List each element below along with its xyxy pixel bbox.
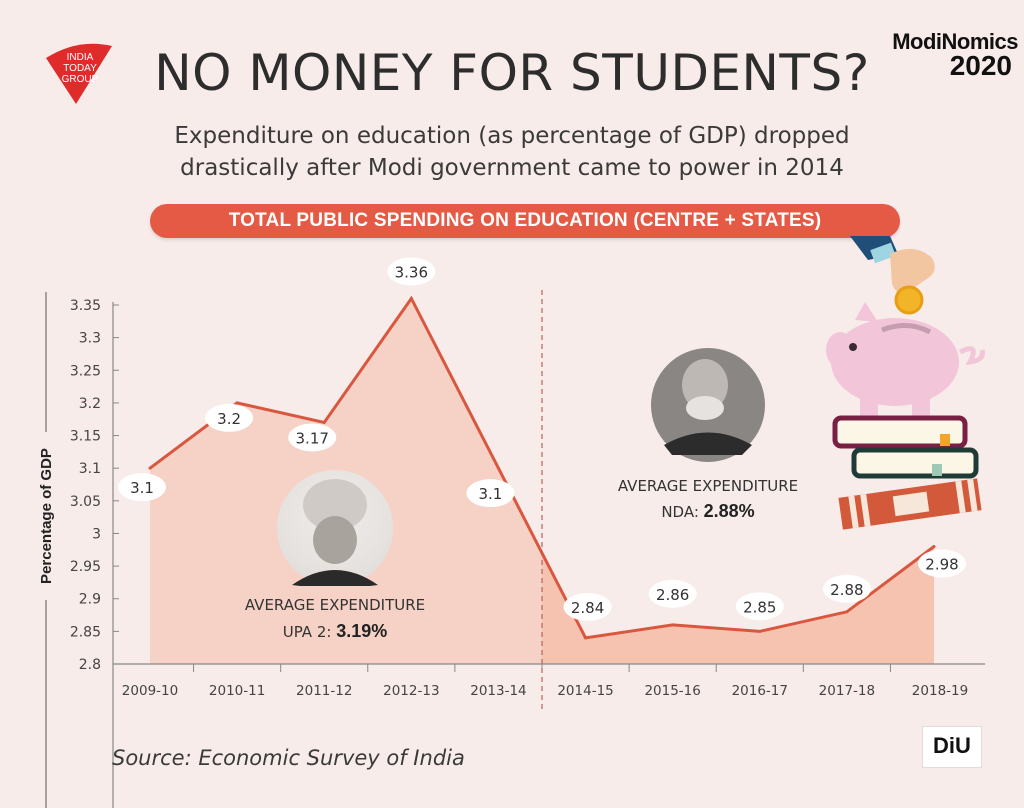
data-label-bubble bbox=[822, 574, 871, 603]
annotation-layer: AVERAGE EXPENDITURE UPA 2: 3.19% AVERAGE… bbox=[245, 348, 798, 641]
line-layer bbox=[148, 295, 936, 640]
y-tick-label: 3.25 bbox=[70, 363, 101, 379]
x-tick-label: 2013-14 bbox=[470, 683, 526, 699]
axes-layer: Percentage of GDP 2.8 2.85 2.9 2.95 3 3.05 3.1 3… bbox=[38, 290, 985, 808]
data-point bbox=[409, 296, 413, 300]
data-label-text: 2.88 bbox=[830, 581, 863, 599]
y-tick-label: 3.1 bbox=[79, 461, 101, 477]
diu-badge-text: DiU bbox=[933, 733, 971, 758]
x-tick-label: 2010-11 bbox=[209, 683, 265, 699]
area-nda-period bbox=[542, 546, 934, 664]
y-tick-label: 3.35 bbox=[70, 298, 101, 314]
data-label-text: 3.17 bbox=[296, 429, 329, 447]
face-icon bbox=[682, 359, 728, 411]
data-label: 2.88 bbox=[822, 574, 871, 603]
modinomics-brand: ModiNomics 2020 bbox=[858, 29, 1018, 81]
nda-value: 2.88% bbox=[704, 501, 755, 521]
x-tick-label: 2015-16 bbox=[644, 683, 700, 699]
data-label-bubble bbox=[648, 579, 697, 608]
x-tick-label: 2018-19 bbox=[912, 683, 968, 699]
data-label-text: 2.86 bbox=[656, 586, 689, 604]
data-label-bubble bbox=[205, 403, 254, 432]
data-label-text: 3.1 bbox=[479, 485, 503, 503]
data-label-text: 2.85 bbox=[743, 598, 776, 616]
y-tick-label: 3.3 bbox=[79, 331, 101, 347]
data-label: 2.84 bbox=[563, 592, 612, 621]
y-tick-label: 2.85 bbox=[70, 624, 101, 640]
data-label-bubble bbox=[387, 257, 436, 286]
upa-value: 3.19% bbox=[336, 621, 387, 641]
subtitle: Expenditure on education (as percentage … bbox=[0, 120, 1024, 184]
data-label: 3.36 bbox=[387, 257, 436, 286]
brand-line-1: ModiNomics bbox=[892, 29, 1018, 54]
data-point bbox=[148, 466, 152, 470]
y-tick-label: 2.9 bbox=[79, 592, 101, 608]
logo-text-2: TODAY bbox=[63, 63, 97, 74]
nda-annotation-label: AVERAGE EXPENDITURE bbox=[618, 477, 798, 495]
subtitle-line-2: drastically after Modi government came t… bbox=[180, 155, 844, 181]
data-label-text: 3.36 bbox=[395, 263, 428, 281]
data-label-bubble bbox=[735, 592, 784, 621]
data-point bbox=[496, 466, 500, 470]
data-label-bubble bbox=[466, 479, 515, 508]
x-tick-label: 2011-12 bbox=[296, 683, 352, 699]
brand-line-2: 2020 bbox=[949, 50, 1012, 81]
data-label: 2.98 bbox=[918, 549, 966, 578]
data-label-text: 3.2 bbox=[217, 410, 241, 428]
logo-text-3: GROUP bbox=[62, 74, 99, 85]
y-tick-label: 3.2 bbox=[79, 396, 101, 412]
upa-annotation-value: UPA 2: 3.19% bbox=[283, 621, 388, 641]
x-tick-label: 2014-15 bbox=[557, 683, 613, 699]
india-today-group-logo: INDIA TODAY GROUP bbox=[46, 43, 112, 104]
nda-prefix: NDA: bbox=[661, 503, 703, 521]
data-point bbox=[932, 545, 936, 549]
y-tick-label: 3.15 bbox=[70, 429, 101, 445]
data-label: 2.86 bbox=[648, 579, 697, 608]
data-point bbox=[758, 629, 762, 633]
data-label: 3.1 bbox=[118, 473, 166, 502]
piggy-bank-books-icon bbox=[826, 236, 985, 530]
data-label-bubble bbox=[918, 549, 966, 578]
data-label-bubble bbox=[118, 473, 166, 502]
data-label: 2.85 bbox=[735, 592, 784, 621]
y-tick-label: 3 bbox=[92, 526, 101, 542]
data-label-text: 2.84 bbox=[571, 599, 604, 617]
data-label-bubble bbox=[288, 423, 337, 452]
data-point bbox=[671, 623, 675, 627]
chart-title-banner: TOTAL PUBLIC SPENDING ON EDUCATION (CENT… bbox=[150, 204, 900, 238]
data-point bbox=[322, 420, 326, 424]
page-title: NO MONEY FOR STUDENTS? bbox=[154, 44, 870, 102]
data-label: 3.2 bbox=[205, 403, 254, 432]
data-label-bubble bbox=[563, 592, 612, 621]
turban-icon bbox=[303, 479, 367, 531]
diu-badge: DiU bbox=[922, 726, 982, 768]
y-tick-label: 3.05 bbox=[70, 494, 101, 510]
data-label-text: 3.1 bbox=[130, 479, 154, 497]
data-label: 3.17 bbox=[288, 423, 337, 452]
logo-text-1: INDIA bbox=[67, 52, 94, 63]
x-tick-label: 2017-18 bbox=[819, 683, 875, 699]
x-tick-label: 2012-13 bbox=[383, 683, 439, 699]
series-line bbox=[149, 295, 935, 640]
y-axis-title: Percentage of GDP bbox=[38, 448, 55, 584]
data-label-layer: 3.1 3.2 3.17 3.36 3.1 2.84 2.86 2.85 2.88 2.98 bbox=[118, 257, 966, 621]
nda-portrait bbox=[651, 348, 765, 462]
data-point bbox=[845, 610, 849, 614]
data-point bbox=[584, 636, 588, 640]
data-point bbox=[235, 401, 239, 405]
y-tick-label: 2.8 bbox=[79, 657, 101, 673]
subtitle-line-1: Expenditure on education (as percentage … bbox=[174, 123, 850, 149]
x-tick-label: 2009-10 bbox=[122, 683, 178, 699]
face-icon bbox=[313, 516, 357, 564]
y-tick-label: 2.95 bbox=[70, 559, 101, 575]
upa-prefix: UPA 2: bbox=[283, 623, 336, 641]
source-note: Source: Economic Survey of India bbox=[112, 746, 465, 770]
nda-annotation-value: NDA: 2.88% bbox=[661, 501, 754, 521]
data-label: 3.1 bbox=[466, 479, 515, 508]
data-label-text: 2.98 bbox=[925, 556, 958, 574]
x-tick-label: 2016-17 bbox=[732, 683, 788, 699]
upa-portrait bbox=[277, 470, 393, 586]
upa-annotation-label: AVERAGE EXPENDITURE bbox=[245, 596, 425, 614]
